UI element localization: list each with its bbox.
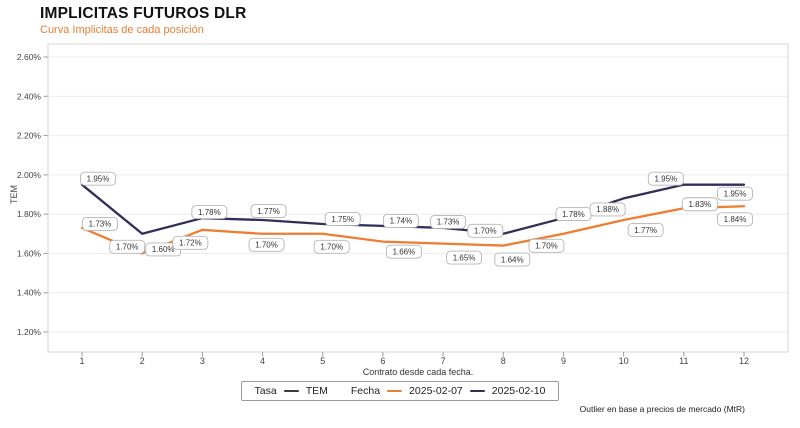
point-label-box — [589, 202, 626, 217]
point-label-box — [717, 212, 753, 227]
point-label-box — [446, 250, 483, 265]
svg-text:5: 5 — [320, 356, 325, 366]
point-label-box — [627, 223, 664, 237]
footnote-text: Outlier en base a precios de mercado (Mt… — [579, 404, 745, 414]
point-label-value: 1.95% — [654, 174, 677, 183]
point-label-box — [717, 186, 753, 201]
legend-series1-label: 2025-02-07 — [409, 385, 463, 397]
legend-tasa-label: Tasa — [254, 385, 277, 397]
legend-tem-line-icon — [283, 389, 299, 393]
point-label-value: 1.88% — [596, 205, 619, 214]
point-label-box — [494, 252, 531, 267]
point-label-value: 1.77% — [634, 226, 657, 235]
point-label-box — [248, 237, 285, 252]
plot-border — [47, 43, 789, 353]
point-label-box — [82, 216, 118, 231]
svg-text:8: 8 — [501, 356, 506, 366]
svg-text:12: 12 — [739, 356, 749, 366]
legend-fecha-label: Fecha — [350, 385, 381, 397]
x-axis-title: Contrato desde cada fecha. — [363, 367, 474, 377]
page-title: IMPLICITAS FUTUROS DLR — [40, 5, 247, 22]
point-label-box — [172, 235, 209, 250]
point-label-value: 1.70% — [255, 241, 278, 250]
point-label-box — [528, 238, 565, 253]
point-label-value: 1.70% — [474, 227, 497, 236]
point-label-value: 1.78% — [562, 210, 585, 219]
point-label-value: 1.70% — [320, 243, 343, 252]
svg-text:11: 11 — [679, 356, 688, 366]
svg-text:1.20%: 1.20% — [17, 327, 42, 337]
point-label-box — [313, 239, 350, 254]
svg-text:4: 4 — [260, 356, 265, 366]
svg-text:1.60%: 1.60% — [17, 248, 42, 258]
point-label-box — [382, 213, 419, 228]
svg-text:2.00%: 2.00% — [17, 170, 42, 180]
legend-tem-label: TEM — [305, 385, 328, 397]
svg-text:1.40%: 1.40% — [17, 288, 42, 298]
point-label-box — [467, 223, 504, 238]
svg-text:3: 3 — [200, 356, 205, 366]
point-label-value: 1.66% — [393, 247, 416, 256]
point-label-value: 1.72% — [179, 239, 202, 248]
point-label-value: 1.78% — [198, 208, 221, 217]
legend-series1-line-icon — [387, 389, 403, 393]
point-label-value: 1.70% — [535, 242, 558, 251]
point-label-value: 1.95% — [87, 174, 110, 183]
y-axis-title: TEM — [9, 185, 19, 204]
point-label-box — [681, 197, 718, 212]
svg-text:9: 9 — [561, 356, 566, 366]
point-labels-2025-02-07: 1.73% 1.60% 1.72% 1.70% 1.70% 1.66% 1.65% 1.64%… — [82, 197, 753, 267]
point-label-value: 1.74% — [390, 217, 413, 226]
svg-text:1: 1 — [79, 356, 84, 366]
svg-text:2: 2 — [140, 356, 145, 366]
x-axis: 1 2 3 4 5 6 7 8 9 10 11 12 — [79, 352, 749, 366]
point-label-value: 1.60% — [152, 245, 175, 254]
point-label-value: 1.75% — [331, 215, 354, 224]
point-labels-2025-02-10: 1.95% 1.70% 1.78% 1.77% 1.75% 1.74% 1.73% 1.70%… — [80, 171, 753, 254]
point-label-value: 1.70% — [116, 243, 139, 252]
point-label-box — [324, 212, 361, 226]
point-label-value: 1.65% — [453, 253, 476, 262]
svg-text:2.20%: 2.20% — [17, 131, 42, 141]
legend: Tasa TEM Fecha 2025-02-07 2025-02-10 — [0, 381, 800, 401]
point-label-value: 1.95% — [724, 189, 747, 198]
point-label-value: 1.84% — [724, 215, 747, 224]
page-subtitle: Curva Implicitas de cada posición — [40, 24, 204, 36]
point-label-value: 1.83% — [688, 200, 711, 209]
legend-box: Tasa TEM Fecha 2025-02-07 2025-02-10 — [240, 381, 560, 401]
point-label-value: 1.77% — [257, 207, 280, 216]
svg-text:2.40%: 2.40% — [17, 91, 42, 101]
svg-text:2.60%: 2.60% — [17, 52, 42, 62]
svg-text:7: 7 — [441, 356, 446, 366]
point-label-box — [250, 204, 287, 218]
point-label-box — [385, 244, 422, 259]
point-label-value: 1.73% — [89, 220, 112, 229]
point-label-box — [430, 214, 467, 229]
point-label-box — [80, 171, 116, 186]
point-label-box — [191, 205, 228, 220]
series-line-2025-02-07 — [80, 205, 746, 255]
svg-text:6: 6 — [380, 356, 385, 366]
y-grid: 1.20% 1.40% 1.60% 1.80% 2.00% 2.20% 2.40% 2.60% — [17, 52, 788, 337]
point-label-value: 1.73% — [437, 218, 460, 227]
point-label-box — [647, 171, 684, 186]
legend-series2-line-icon — [469, 389, 485, 393]
svg-text:10: 10 — [619, 356, 629, 366]
point-label-box — [109, 239, 146, 254]
legend-series2-label: 2025-02-10 — [491, 385, 546, 397]
point-label-value: 1.64% — [501, 255, 524, 264]
svg-text:1.80%: 1.80% — [17, 209, 42, 219]
